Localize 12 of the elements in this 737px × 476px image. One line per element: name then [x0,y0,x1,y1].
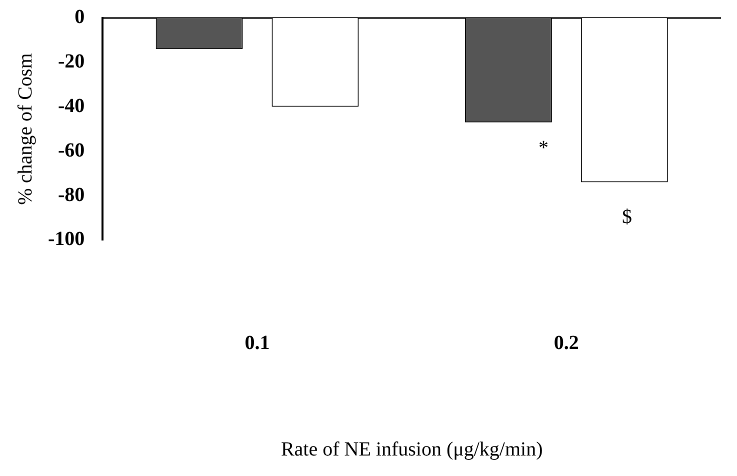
y-tick-label: 0 [74,6,85,28]
x-axis-title: Rate of NE infusion (μg/kg/min) [280,438,543,460]
annotation: * [538,137,549,160]
y-tick-label: -40 [58,94,85,117]
annotation: $ [622,206,632,228]
x-tick-label: 0.2 [554,332,579,354]
y-tick-label: -60 [58,139,85,162]
x-tick-label: 0.1 [244,332,270,354]
y-axis-title: % change of Cosm [14,52,36,205]
y-tick-label: -80 [58,184,85,206]
y-tick-label: -100 [48,228,85,250]
y-tick-label: -20 [58,50,85,73]
